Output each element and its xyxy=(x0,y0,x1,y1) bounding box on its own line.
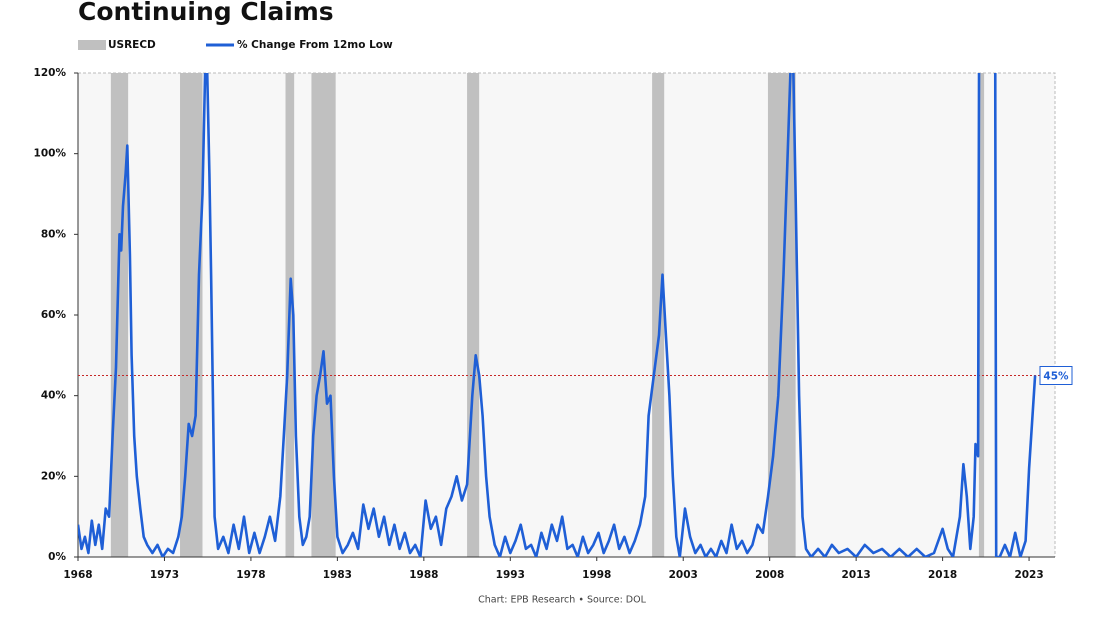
legend-swatch xyxy=(78,40,106,50)
x-tick-label: 1983 xyxy=(323,569,352,581)
x-tick-label: 1973 xyxy=(150,569,179,581)
x-tick-label: 1993 xyxy=(496,569,525,581)
value-label: 45% xyxy=(1043,371,1069,383)
x-tick-label: 2018 xyxy=(928,569,957,581)
x-tick-label: 2023 xyxy=(1014,569,1043,581)
data-line xyxy=(78,73,1037,557)
x-tick-label: 1968 xyxy=(63,569,92,581)
y-tick-label: 100% xyxy=(34,148,67,160)
source: Chart: EPB Research • Source: DOL xyxy=(478,595,646,606)
legend-label: USRECD xyxy=(108,39,156,51)
y-tick-label: 0% xyxy=(48,551,66,563)
y-tick-label: 80% xyxy=(41,228,67,240)
x-tick-label: 2003 xyxy=(669,569,698,581)
recession-band xyxy=(978,73,985,557)
x-tick-label: 2008 xyxy=(755,569,784,581)
recession-band xyxy=(110,73,129,557)
y-tick-label: 20% xyxy=(41,470,67,482)
x-tick-label: 1978 xyxy=(236,569,265,581)
x-tick-label: 1988 xyxy=(409,569,438,581)
x-tick-label: 2013 xyxy=(842,569,871,581)
value-label-box xyxy=(1039,366,1073,385)
x-tick-label: 1998 xyxy=(582,569,611,581)
recession-band xyxy=(467,73,480,557)
y-tick-label: 40% xyxy=(41,390,67,402)
y-tick-label: 60% xyxy=(41,309,67,321)
recession-band xyxy=(180,73,203,557)
recession-band xyxy=(311,73,336,557)
plot-area xyxy=(78,73,1055,557)
plot-border xyxy=(78,72,1056,557)
chart-title: Continuing Claims xyxy=(78,0,334,26)
y-tick-label: 120% xyxy=(34,67,67,79)
legend-label: % Change From 12mo Low xyxy=(237,39,393,51)
recession-band xyxy=(652,73,665,557)
